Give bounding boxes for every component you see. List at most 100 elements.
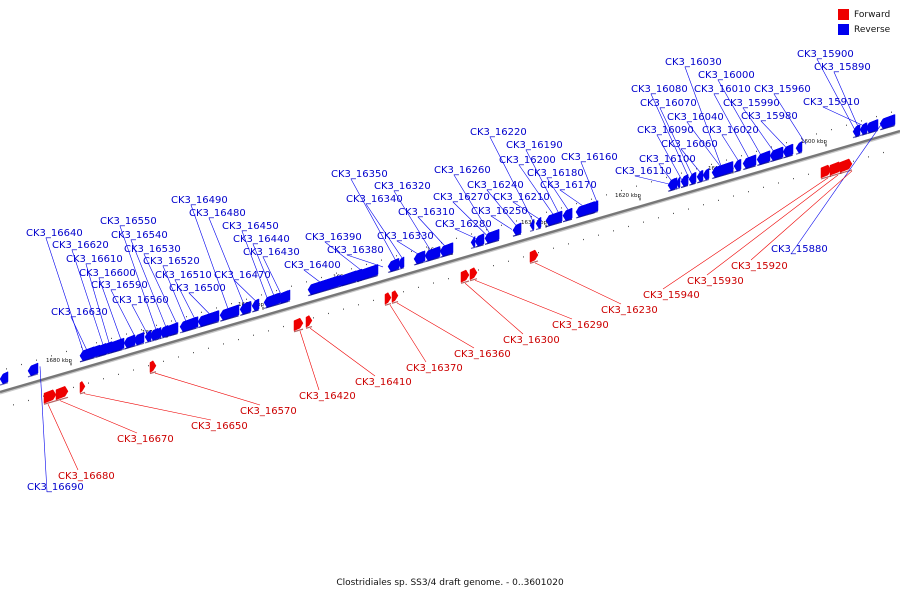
axis-dot xyxy=(156,324,157,326)
gene-shadow xyxy=(668,188,678,192)
gene-feature xyxy=(529,249,539,263)
gene-label: CK3_15960 xyxy=(754,84,811,95)
axis-dot xyxy=(756,150,757,152)
reverse-swatch xyxy=(838,24,849,35)
gene-shadow xyxy=(460,280,470,284)
gene-label-leader xyxy=(658,163,674,184)
gene-label: CK3_16340 xyxy=(346,194,403,205)
gene-label: CK3_16570 xyxy=(240,406,297,417)
axis-dot xyxy=(238,338,239,341)
gene-shadow xyxy=(391,301,399,304)
legend-label-reverse: Reverse xyxy=(854,25,891,35)
gene-label-leader xyxy=(119,225,158,333)
axis-dot xyxy=(643,221,644,223)
gene-label: CK3_16370 xyxy=(406,363,463,374)
axis-dot xyxy=(328,312,329,315)
axis-dot xyxy=(831,129,832,131)
gene-label: CK3_16690 xyxy=(27,482,84,493)
gene-label-leader xyxy=(489,136,535,224)
gene-label: CK3_16000 xyxy=(698,70,755,81)
axis-dot xyxy=(186,316,187,318)
axis-dot xyxy=(561,207,562,209)
axis-dot xyxy=(508,260,509,262)
gene-label-leader xyxy=(252,243,276,299)
gene-feature xyxy=(305,315,313,328)
gene-label-leader xyxy=(454,228,479,240)
gene-label: CK3_16620 xyxy=(52,240,109,251)
axis-dot xyxy=(591,198,592,200)
gene-shadow xyxy=(305,325,313,329)
gene-label-leader xyxy=(656,134,683,181)
axis-dot xyxy=(636,185,637,187)
gene-label: CK3_16590 xyxy=(91,280,148,291)
gene-label-leader xyxy=(464,282,524,335)
gene-feature xyxy=(475,233,485,247)
axis-dot xyxy=(223,343,224,345)
axis-dot xyxy=(418,286,419,288)
gene-label: CK3_16320 xyxy=(374,181,431,192)
gene-feature xyxy=(880,114,896,129)
axis-dot xyxy=(808,173,809,175)
axis-dot xyxy=(771,146,772,148)
gene-feature xyxy=(240,300,252,315)
axis-dot xyxy=(621,189,622,192)
gene-shadow xyxy=(279,300,291,305)
gene-label: CK3_16600 xyxy=(79,268,136,279)
axis-dot xyxy=(306,281,307,283)
axis-dot xyxy=(283,325,284,328)
gene-label: CK3_16380 xyxy=(327,245,384,256)
gene-shadow xyxy=(99,351,113,357)
gene-feature xyxy=(743,154,757,169)
axis-dot xyxy=(816,133,817,135)
gene-shadow xyxy=(880,124,896,131)
axis-dot xyxy=(786,142,787,144)
gene-feature xyxy=(861,122,868,135)
axis-dot xyxy=(118,373,119,375)
axis-dot xyxy=(703,204,704,206)
gene-feature xyxy=(535,216,542,229)
gene-label: CK3_16470 xyxy=(214,270,271,281)
gene-feature xyxy=(198,310,220,327)
axis-dot xyxy=(321,276,322,279)
gene-label: CK3_16030 xyxy=(665,57,722,68)
axis-dot xyxy=(718,199,719,201)
gene-shadow xyxy=(265,303,281,309)
gene-label-leader xyxy=(452,201,489,237)
gene-shadow xyxy=(854,135,861,138)
gene-shadow xyxy=(861,132,868,136)
axis-dot xyxy=(268,330,269,332)
gene-feature xyxy=(79,380,86,394)
gene-label-leader xyxy=(833,71,860,130)
axis-dot xyxy=(216,307,217,309)
gene-feature xyxy=(854,124,861,137)
gene-label-leader xyxy=(760,120,789,150)
gene-label: CK3_16180 xyxy=(527,168,584,179)
gene-feature xyxy=(576,201,596,217)
axis-dot xyxy=(516,220,517,222)
gene-shadow xyxy=(425,256,441,263)
axis-dot xyxy=(261,294,262,296)
axis-dot xyxy=(73,386,74,389)
gene-shadow xyxy=(149,371,157,375)
gene-label-leader xyxy=(706,174,839,276)
axis-dot xyxy=(478,269,479,271)
gene-label: CK3_15900 xyxy=(797,49,854,60)
axis-dot xyxy=(853,160,854,162)
gene-label: CK3_16650 xyxy=(191,421,248,432)
axis-dot xyxy=(171,320,172,322)
gene-label-leader xyxy=(130,239,168,330)
axis-dot xyxy=(366,263,367,266)
gene-feature xyxy=(440,242,454,257)
gene-feature xyxy=(839,158,853,173)
gene-shadow xyxy=(397,267,405,271)
gene-feature xyxy=(470,235,476,248)
gene-label: CK3_16350 xyxy=(331,169,388,180)
gene-label-leader xyxy=(686,121,723,169)
gene-feature xyxy=(384,292,392,305)
axis-dot xyxy=(208,347,209,349)
gene-label-leader xyxy=(143,253,179,327)
gene-label-leader xyxy=(634,175,670,185)
gene-shadow xyxy=(702,178,710,182)
gene-label: CK3_16080 xyxy=(631,84,688,95)
gene-label-leader xyxy=(546,177,571,213)
